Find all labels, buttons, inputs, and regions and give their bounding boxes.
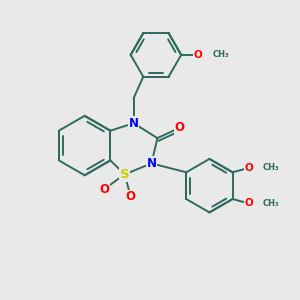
Text: O: O <box>126 190 136 203</box>
Text: CH₃: CH₃ <box>212 50 229 59</box>
Text: CH₃: CH₃ <box>262 163 279 172</box>
Text: N: N <box>146 157 157 170</box>
Text: O: O <box>193 50 202 60</box>
Text: O: O <box>244 163 253 173</box>
Text: CH₃: CH₃ <box>262 199 279 208</box>
Text: O: O <box>175 121 185 134</box>
Text: O: O <box>244 199 253 208</box>
Text: N: N <box>129 117 139 130</box>
Text: O: O <box>99 183 109 196</box>
Text: S: S <box>120 168 130 181</box>
